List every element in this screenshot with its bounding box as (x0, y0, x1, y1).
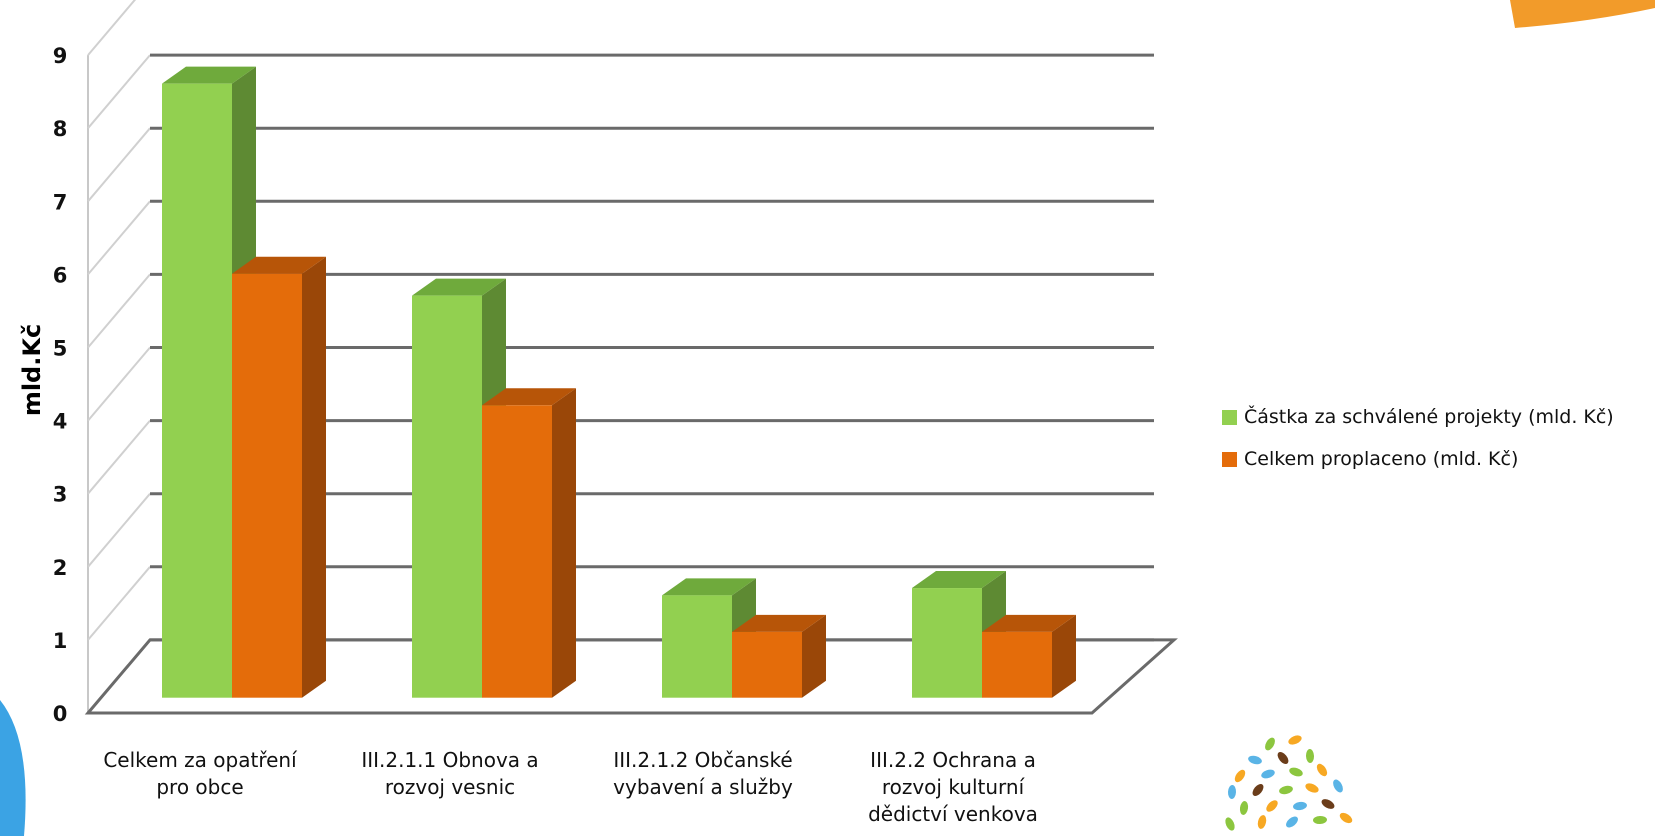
bar-side (302, 256, 326, 698)
bar-face (482, 405, 552, 698)
tree-logo-leaf (1289, 767, 1303, 777)
y-tick-label: 7 (53, 190, 68, 214)
decor-orange-corner (1510, 0, 1655, 28)
tree-logo-leaf (1225, 817, 1235, 831)
bar-top (412, 278, 506, 296)
bar-top (662, 578, 756, 596)
y-tick-label: 1 (53, 629, 68, 653)
bar-s1-c2 (732, 614, 826, 698)
category-label: Celkem za opatření (103, 748, 298, 772)
category-label: pro obce (156, 775, 243, 799)
tree-logo-leaf (1293, 801, 1307, 811)
y-tick-label: 5 (53, 337, 68, 361)
gridline-diagonal (87, 419, 151, 495)
category-label: vybavení a služby (613, 775, 793, 799)
gridline-diagonal (87, 127, 151, 202)
bar-top (732, 614, 826, 632)
tree-logo-leaf (1333, 779, 1343, 793)
tree-logo-leaf (1248, 755, 1262, 765)
legend: Částka za schválené projekty (mld. Kč) C… (1222, 402, 1614, 486)
tree-logo-leaf (1305, 783, 1319, 793)
gridline-diagonal (87, 273, 151, 349)
category-label: dědictví venkova (868, 802, 1038, 826)
ticks-layer: 0 1 2 3 4 5 6 7 8 9 (53, 44, 68, 726)
category-labels: Celkem za opatření pro obce III.2.1.1 Obno… (103, 748, 1038, 826)
tree-logo-leaf (1316, 763, 1328, 777)
bars-layer (162, 66, 1076, 698)
y-axis-title: mld.Kč (18, 324, 46, 416)
category-label: rozvoj vesnic (385, 775, 515, 799)
bar-face (162, 83, 232, 698)
y-tick-label: 0 (53, 702, 68, 726)
tree-logo-leaf (1305, 749, 1315, 763)
bar-face (732, 631, 802, 698)
legend-label-approved: Částka za schválené projekty (mld. Kč) (1244, 406, 1614, 428)
category-label: III.2.1.2 Občanské (613, 748, 792, 772)
bar-s1-c1 (482, 388, 576, 698)
gridline-diagonal (87, 566, 151, 641)
y-tick-label: 9 (53, 44, 68, 68)
legend-swatch-paid (1222, 451, 1237, 467)
y-tick-label: 4 (53, 410, 68, 434)
bar-side (802, 614, 826, 698)
gridline-diagonal (87, 493, 151, 568)
bar-face (412, 295, 482, 698)
tree-logo-leaf (1227, 785, 1237, 799)
tree-logo-leaf (1313, 815, 1327, 825)
category-label: rozvoj kulturní (882, 775, 1026, 799)
chart-floor (84, 638, 1178, 715)
tree-logo-leaf (1321, 799, 1335, 809)
tree-logo-leaf (1286, 816, 1298, 828)
tree-logo-leaf (1234, 769, 1246, 783)
tree-logo-leaf (1279, 785, 1293, 795)
bar-side (1052, 614, 1076, 698)
legend-item-approved: Částka za schválené projekty (mld. Kč) (1222, 402, 1614, 432)
tree-logo-leaf (1266, 800, 1278, 812)
bar-top (982, 614, 1076, 632)
bar-face (912, 588, 982, 698)
tree-logo-leaf (1288, 735, 1302, 745)
tree-logo-leaf (1265, 737, 1275, 751)
y-tick-label: 3 (53, 483, 68, 507)
bar-top (162, 66, 256, 84)
tree-logo-leaf (1339, 812, 1353, 824)
decor-blue-corner (0, 700, 26, 836)
y-tick-label: 8 (53, 117, 68, 141)
category-label: III.2.1.1 Obnova a (361, 748, 538, 772)
legend-swatch-approved (1222, 409, 1237, 425)
gridline-diagonal (87, 0, 137, 56)
legend-item-paid: Celkem proplaceno (mld. Kč) (1222, 444, 1614, 474)
tree-logo-leaf (1239, 801, 1249, 815)
legend-label-paid: Celkem proplaceno (mld. Kč) (1244, 448, 1519, 470)
bar-side (552, 388, 576, 698)
bar-s1-c0 (232, 256, 326, 698)
gridline-diagonal (87, 346, 151, 422)
tree-logo-icon (1225, 735, 1353, 831)
gridline-diagonal (87, 200, 151, 276)
y-tick-label: 6 (53, 263, 68, 287)
category-label: III.2.2 Ochrana a (870, 748, 1036, 772)
bar-face (662, 595, 732, 698)
tree-logo-leaf (1261, 769, 1275, 779)
bar-s1-c3 (982, 614, 1076, 698)
y-tick-label: 2 (53, 556, 68, 580)
tree-logo-leaf (1257, 815, 1267, 829)
bar-face (982, 631, 1052, 698)
bar-top (912, 571, 1006, 589)
gridline-diagonal (87, 54, 151, 129)
bar-top (232, 256, 326, 274)
tree-logo-leaf (1277, 752, 1289, 764)
bar-face (232, 273, 302, 698)
bar-top (482, 388, 576, 406)
tree-logo-leaf (1252, 784, 1264, 796)
